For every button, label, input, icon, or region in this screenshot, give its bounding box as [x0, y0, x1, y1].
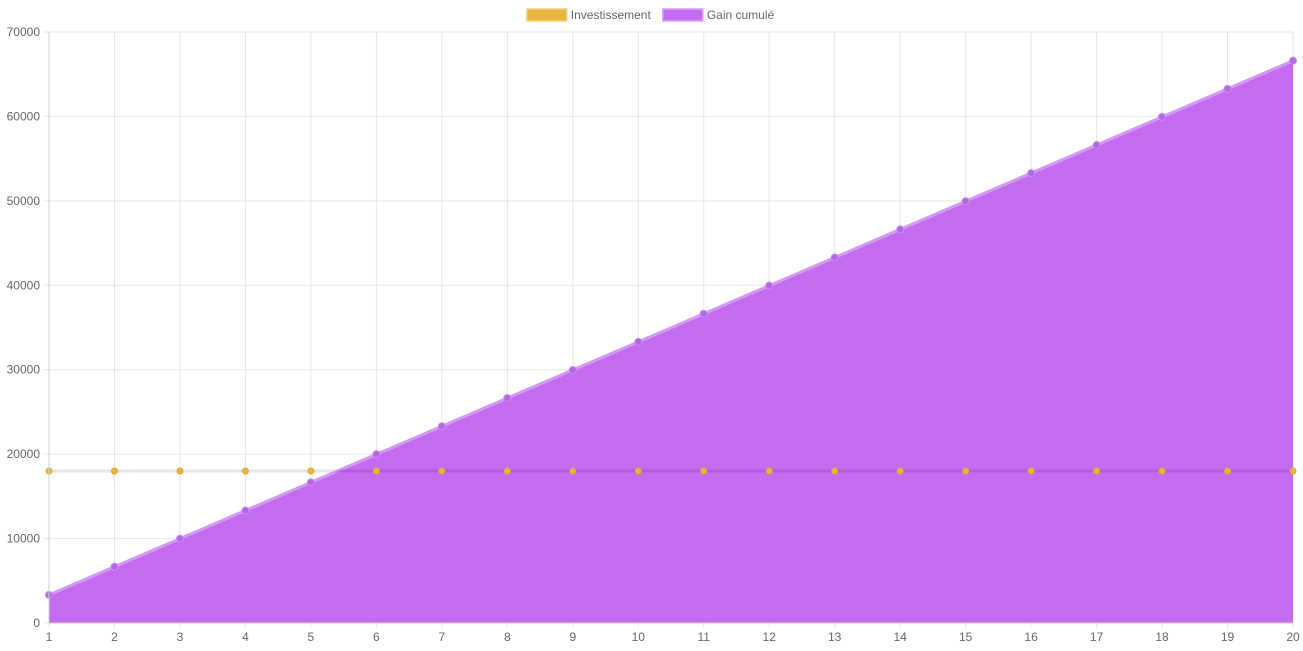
x-tick-label: 7: [438, 630, 445, 644]
y-tick-label: 40000: [7, 278, 41, 292]
investissement-point[interactable]: [1027, 467, 1035, 475]
x-tick-label: 1: [46, 630, 53, 644]
gain-cumule-point[interactable]: [634, 337, 643, 346]
legend[interactable]: Investissement Gain cumulé: [526, 8, 775, 22]
gain-cumule-point[interactable]: [1092, 141, 1101, 150]
investissement-point[interactable]: [1158, 467, 1166, 475]
investissement-point[interactable]: [372, 467, 380, 475]
y-tick-label: 70000: [7, 25, 41, 39]
gain-cumule-point[interactable]: [372, 450, 381, 459]
gain-cumule-area: [49, 60, 1293, 624]
investissement-point[interactable]: [1093, 467, 1101, 475]
gain-cumule-point[interactable]: [306, 478, 315, 487]
x-tick-label: 5: [308, 630, 315, 644]
investissement-point[interactable]: [1289, 467, 1297, 475]
x-tick-label: 12: [763, 630, 777, 644]
investissement-point[interactable]: [569, 467, 577, 475]
gain-cumule-point[interactable]: [241, 506, 250, 515]
gain-cumule-line: [48, 59, 1294, 597]
gain-cumule-point[interactable]: [503, 394, 512, 403]
investissement-point[interactable]: [634, 467, 642, 475]
x-tick-label: 2: [111, 630, 118, 644]
investissement-point[interactable]: [896, 467, 904, 475]
gain-cumule-point[interactable]: [896, 225, 905, 234]
investissement-point[interactable]: [241, 467, 249, 475]
y-tick-label: 60000: [7, 109, 41, 123]
x-tick-label: 13: [828, 630, 842, 644]
gain-cumule-point[interactable]: [437, 422, 446, 431]
axis-layer: 1 2 3 4 5 6 7 8 9 10 11 12 13 14 15 16 17 18 19 20010000200…: [7, 25, 1300, 644]
x-tick-label: 20: [1286, 630, 1300, 644]
investissement-point[interactable]: [700, 467, 708, 475]
y-tick-label: 10000: [7, 532, 41, 546]
x-tick-label: 10: [632, 630, 646, 644]
x-tick-label: 19: [1221, 630, 1235, 644]
gain-cumule-point[interactable]: [1289, 56, 1297, 65]
investissement-point[interactable]: [438, 467, 446, 475]
x-tick-label: 9: [569, 630, 576, 644]
x-tick-label: 15: [959, 630, 973, 644]
x-tick-label: 3: [177, 630, 184, 644]
legend-item-investissement[interactable]: Investissement: [526, 8, 652, 22]
x-tick-label: 11: [698, 630, 711, 644]
legend-item-gain-cumule-swatch: [662, 8, 704, 22]
investissement-point[interactable]: [110, 467, 118, 475]
y-tick-label: 0: [33, 616, 40, 630]
y-tick-label: 50000: [7, 194, 41, 208]
legend-item-gain-cumule[interactable]: Gain cumulé: [662, 8, 775, 22]
gain-cumule-point[interactable]: [1223, 84, 1232, 93]
x-tick-label: 4: [242, 630, 249, 644]
investissement-point[interactable]: [1224, 467, 1232, 475]
legend-item-gain-cumule-label: Gain cumulé: [707, 8, 775, 22]
investissement-point[interactable]: [503, 467, 511, 475]
series-layer: [45, 56, 1297, 624]
gain-cumule-point[interactable]: [961, 197, 970, 206]
gain-cumule-point[interactable]: [1158, 112, 1167, 121]
x-tick-label: 6: [373, 630, 380, 644]
gain-cumule-point[interactable]: [699, 309, 708, 318]
gain-cumule-point[interactable]: [110, 562, 119, 571]
investissement-point[interactable]: [176, 467, 184, 475]
investissement-point[interactable]: [831, 467, 839, 475]
investissement-point[interactable]: [765, 467, 773, 475]
investissement-point[interactable]: [307, 467, 315, 475]
legend-item-investissement-swatch: [526, 8, 568, 22]
y-tick-label: 20000: [7, 447, 41, 461]
x-tick-label: 16: [1024, 630, 1038, 644]
gain-cumule-point[interactable]: [175, 534, 184, 543]
gain-cumule-point[interactable]: [568, 365, 577, 374]
gain-cumule-point[interactable]: [1027, 169, 1036, 178]
x-tick-label: 17: [1090, 630, 1104, 644]
gain-cumule-point[interactable]: [765, 281, 774, 290]
x-tick-label: 14: [893, 630, 907, 644]
legend-item-investissement-label: Investissement: [571, 8, 652, 22]
y-tick-label: 30000: [7, 363, 41, 377]
x-tick-label: 8: [504, 630, 511, 644]
x-tick-label: 18: [1155, 630, 1169, 644]
gain-cumule-point[interactable]: [830, 253, 839, 262]
investissement-point[interactable]: [962, 467, 970, 475]
